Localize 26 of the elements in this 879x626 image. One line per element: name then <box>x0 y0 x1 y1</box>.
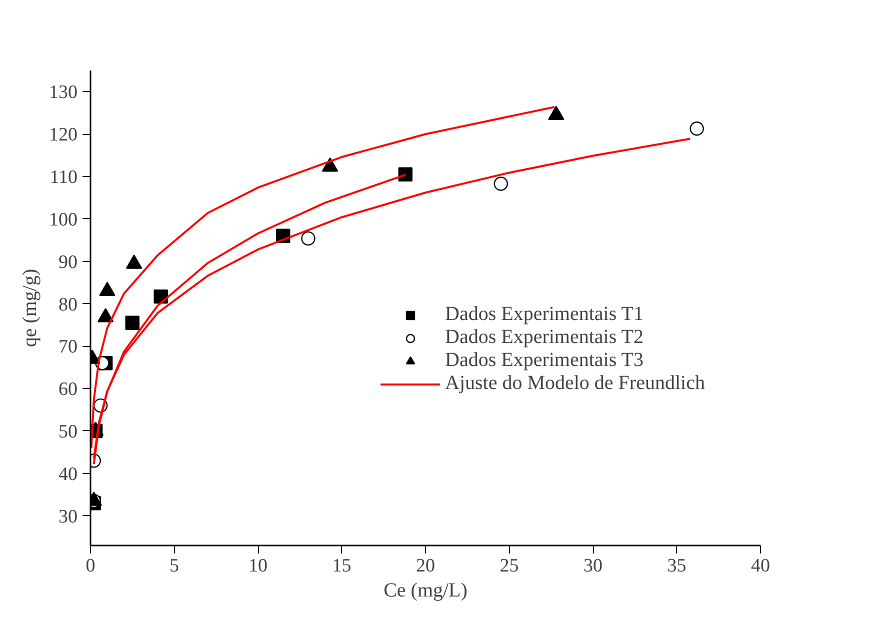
x-tick-label: 20 <box>416 556 435 576</box>
legend-label: Dados Experimentais T3 <box>445 349 644 372</box>
legend-label: Ajuste do Modelo de Freundlich <box>445 372 705 395</box>
y-tick-label: 90 <box>58 252 78 273</box>
y-tick-label: 50 <box>58 421 78 442</box>
x-tick-label: 35 <box>667 556 686 576</box>
x-tick-label: 5 <box>170 556 179 576</box>
x-tick-label: 30 <box>584 556 602 576</box>
legend-label: Dados Experimentais T1 <box>445 303 644 326</box>
x-tick-label: 0 <box>86 556 96 576</box>
y-tick-label: 120 <box>49 124 78 146</box>
x-tick-label: 10 <box>248 556 268 576</box>
y-tick-label: 100 <box>49 209 78 230</box>
y-tick-label: 130 <box>49 82 78 104</box>
y-tick-label: 70 <box>58 336 78 358</box>
x-tick-label: 25 <box>500 556 519 576</box>
y-tick-label: 30 <box>58 506 78 528</box>
y-tick-label: 80 <box>58 294 78 316</box>
x-tick-label: 15 <box>332 556 352 576</box>
y-axis-title: qe (mg/g) <box>19 268 41 348</box>
y-tick-label: 60 <box>58 379 78 400</box>
y-tick-label: 110 <box>50 167 78 188</box>
x-tick-label: 40 <box>751 556 770 576</box>
x-axis-title: Ce (mg/L) <box>384 580 468 602</box>
y-tick-label: 40 <box>58 464 78 485</box>
legend-label: Dados Experimentais T2 <box>445 326 644 349</box>
